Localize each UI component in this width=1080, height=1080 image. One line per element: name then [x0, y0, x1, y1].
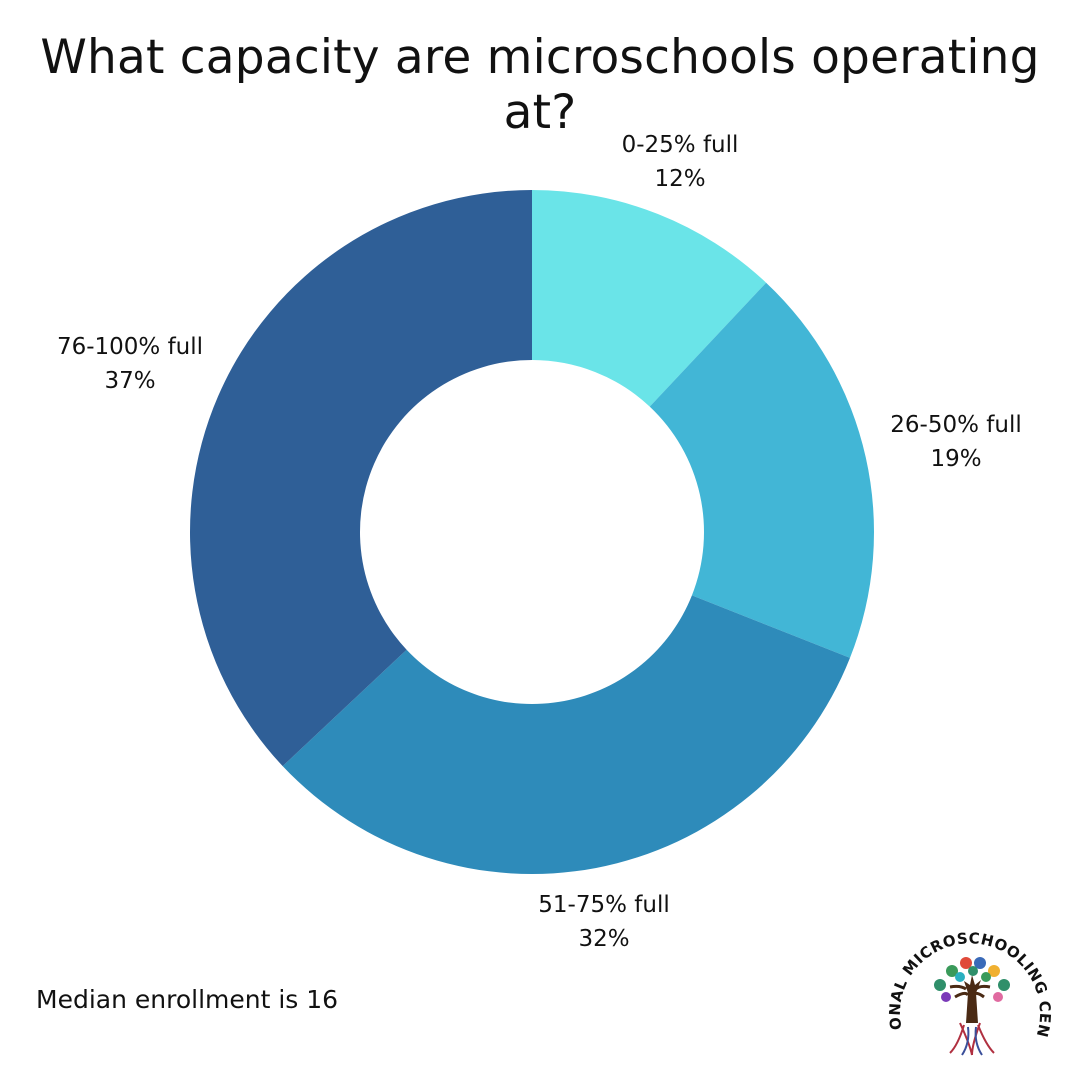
slice-label: 51-75% full 32%: [494, 888, 714, 956]
slice-label: 26-50% full 19%: [846, 408, 1066, 476]
tree-logo-icon: NATIONAL MICROSCHOOLING CENTER: [873, 891, 1054, 1056]
donut-slice: [649, 282, 874, 658]
donut-slice: [532, 190, 767, 407]
slice-category-label: 76-100% full: [56, 334, 204, 360]
slice-value-label: 12%: [654, 166, 706, 192]
slice-category-label: 26-50% full: [890, 412, 1022, 438]
slice-label: 76-100% full 37%: [20, 330, 240, 398]
slice-value-label: 32%: [578, 926, 630, 952]
median-enrollment-note: Median enrollment is 16: [36, 985, 339, 1014]
slice-label: 0-25% full 12%: [570, 128, 790, 196]
slice-category-label: 51-75% full: [538, 892, 670, 918]
donut-slice: [190, 190, 532, 767]
logo: NATIONAL MICROSCHOOLING CENTER: [873, 891, 1060, 1065]
slice-value-label: 37%: [104, 368, 156, 394]
slice-category-label: 0-25% full: [621, 132, 739, 158]
slice-value-label: 19%: [930, 446, 982, 472]
page-title: What capacity are microschools operating…: [40, 30, 1040, 140]
donut-slice: [282, 595, 850, 875]
